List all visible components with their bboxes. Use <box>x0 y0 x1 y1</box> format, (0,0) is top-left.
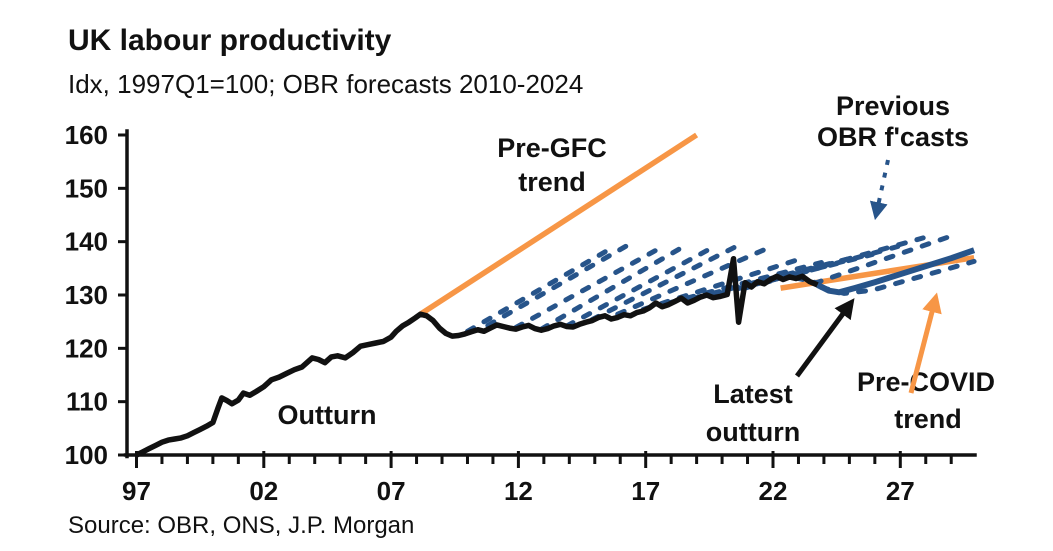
series-obr_forecasts <box>768 235 926 284</box>
latest-outturn-arrow <box>794 298 855 378</box>
series-obr_forecasts <box>589 240 745 322</box>
annotation-pre-gfc-line2: trend <box>518 167 586 197</box>
y-tick-label: 140 <box>65 227 108 257</box>
series-obr_forecasts <box>485 239 636 328</box>
annotation-pre-gfc-line1: Pre-GFC <box>497 133 607 163</box>
series-obr_forecasts <box>513 245 664 330</box>
series-latest_forecast <box>816 247 976 296</box>
y-tick-label: 150 <box>65 173 108 203</box>
x-tick-label: 22 <box>759 476 788 506</box>
series-pre_gfc_trend <box>418 132 699 317</box>
y-tick-label: 160 <box>65 120 108 150</box>
series-obr_forecasts <box>615 245 771 317</box>
series-obr_forecasts <box>818 258 977 296</box>
x-tick-label: 07 <box>377 476 406 506</box>
x-tick-label: 97 <box>122 476 151 506</box>
chart-title: UK labour productivity <box>68 24 392 57</box>
x-tick-label: 02 <box>249 476 278 506</box>
previous-obr-arrow <box>869 159 890 221</box>
x-tick-label: 12 <box>504 476 533 506</box>
y-tick-label: 100 <box>65 440 108 470</box>
y-tick-label: 110 <box>66 387 108 417</box>
series-outturn <box>135 255 819 458</box>
annotation-pre-covid-line1: Pre-COVID <box>857 367 995 397</box>
chart-subtitle: Idx, 1997Q1=100; OBR forecasts 2010-2024 <box>68 69 583 99</box>
annotation-previous-obr-line1: Previous <box>836 91 950 121</box>
series-obr_forecasts <box>465 245 616 334</box>
x-tick-label: 27 <box>886 476 915 506</box>
pre-covid-arrow <box>908 292 942 394</box>
series-lines <box>135 132 977 458</box>
annotation-outturn: Outturn <box>278 400 377 430</box>
series-obr_forecasts <box>564 244 717 329</box>
annotation-latest-outturn-line1: Latest <box>713 379 793 409</box>
y-tick-label: 130 <box>65 280 108 310</box>
annotations: Outturn Pre-GFC trend Previous OBR f'cas… <box>278 91 996 447</box>
y-tick-label: 120 <box>65 333 108 363</box>
x-tick-label: 17 <box>631 476 660 506</box>
annotation-previous-obr-line2: OBR f'casts <box>817 122 969 152</box>
annotation-pre-covid-line2: trend <box>894 404 962 434</box>
series-obr_forecasts <box>538 242 689 332</box>
source-note: Source: OBR, ONS, J.P. Morgan <box>68 512 414 539</box>
axes: 100 110 120 130 140 150 160 97 02 07 12 17 22 27 <box>65 120 977 506</box>
series-obr_forecasts <box>640 257 799 312</box>
annotation-latest-outturn-line2: outturn <box>706 417 800 447</box>
